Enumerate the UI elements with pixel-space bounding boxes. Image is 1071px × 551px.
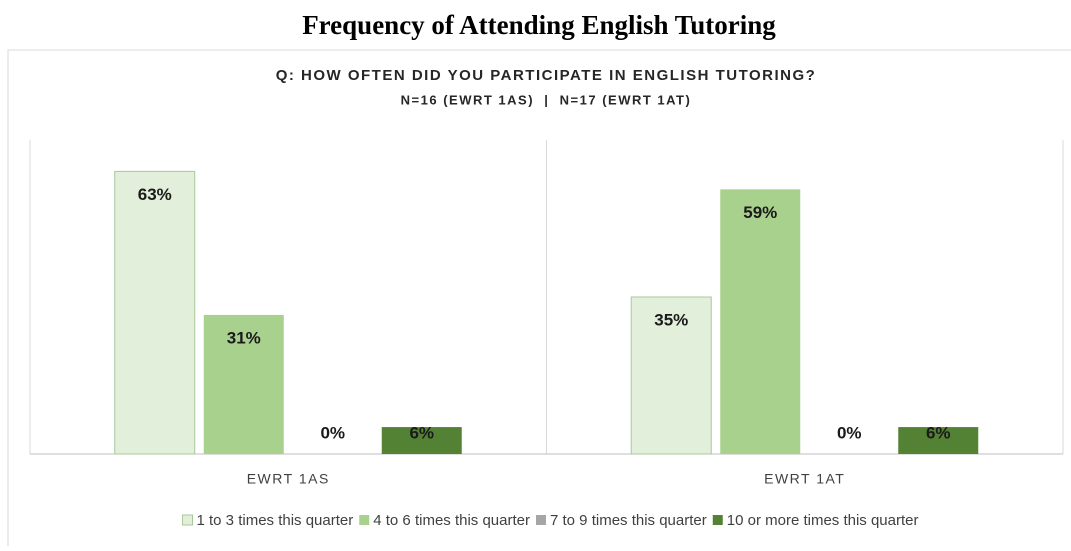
bar: [203, 314, 284, 454]
legend-swatch: [182, 514, 193, 526]
chart-border: [7, 49, 1071, 546]
value-label: 6%: [926, 423, 951, 442]
chart-subtitle: N=16 (EWRT 1AS) | N=17 (EWRT 1AT): [401, 92, 692, 107]
legend-swatch: [359, 515, 370, 525]
page-title: Frequency of Attending English Tutoring: [302, 10, 776, 40]
legend-swatch: [712, 515, 723, 525]
value-label: 31%: [227, 328, 261, 347]
chart-title: Q: HOW OFTEN DID YOU PARTICIPATE IN ENGL…: [276, 67, 817, 84]
bar: [630, 296, 712, 455]
bar: [898, 427, 979, 454]
bar: [720, 189, 801, 455]
bar: [381, 427, 462, 454]
legend-label: 4 to 6 times this quarter: [373, 512, 530, 529]
value-label: 6%: [409, 423, 434, 442]
legend-label: 10 or more times this quarter: [727, 512, 919, 529]
value-label: 35%: [654, 310, 688, 329]
value-label: 59%: [743, 203, 777, 222]
value-label: 63%: [138, 185, 172, 204]
bar: [114, 170, 196, 455]
x-tick-label: EWRT 1AS: [247, 471, 330, 487]
x-tick-label: EWRT 1AT: [764, 471, 845, 487]
legend-label: 7 to 9 times this quarter: [550, 512, 707, 529]
legend-label: 1 to 3 times this quarter: [197, 512, 354, 529]
value-label: 0%: [837, 423, 862, 442]
legend-swatch: [536, 515, 546, 525]
value-label: 0%: [320, 423, 345, 442]
